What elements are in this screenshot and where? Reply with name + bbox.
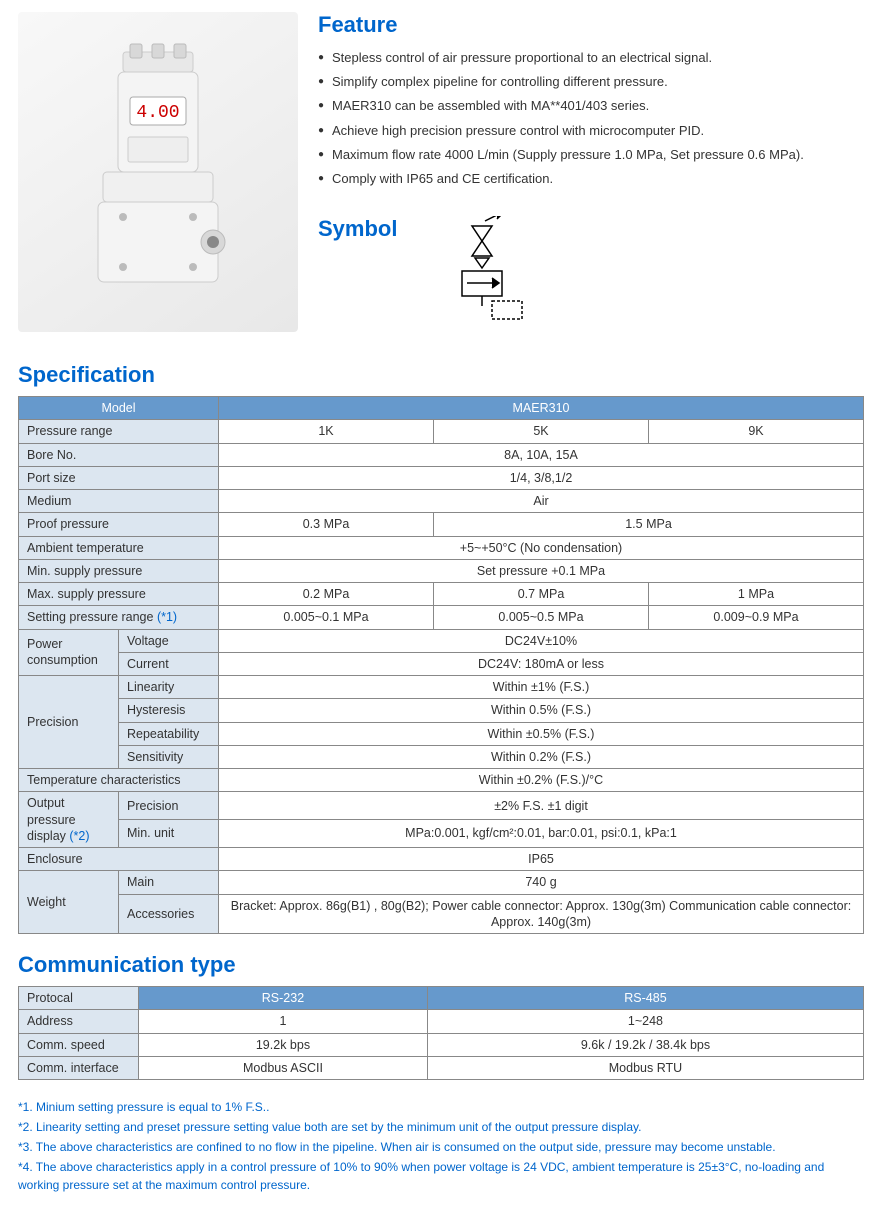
row-label: Max. supply pressure (19, 583, 219, 606)
footnote-ref: (*1) (157, 610, 177, 624)
row-label: Medium (19, 490, 219, 513)
row-label: Temperature characteristics (19, 769, 219, 792)
row-val: 1 MPa (649, 583, 864, 606)
row-val: Within ±1% (F.S.) (219, 676, 864, 699)
row-val: 1/4, 3/8,1/2 (219, 466, 864, 489)
comm-header: RS-485 (427, 987, 863, 1010)
feature-list: Stepless control of air pressure proport… (318, 46, 864, 191)
footnotes: *1. Minium setting pressure is equal to … (18, 1098, 864, 1194)
row-sublabel: Precision (119, 792, 219, 820)
row-label: Address (19, 1010, 139, 1033)
feature-item: Achieve high precision pressure control … (318, 119, 864, 143)
symbol-row: Symbol (318, 216, 864, 326)
row-val: Bracket: Approx. 86g(B1) , 80g(B2); Powe… (219, 894, 864, 934)
row-label: Min. supply pressure (19, 559, 219, 582)
row-val: Within ±0.5% (F.S.) (219, 722, 864, 745)
row-label: Port size (19, 466, 219, 489)
row-label: Enclosure (19, 848, 219, 871)
feature-item: Simplify complex pipeline for controllin… (318, 70, 864, 94)
row-label: Ambient temperature (19, 536, 219, 559)
spec-heading: Specification (18, 362, 864, 388)
row-val: 1K (219, 420, 434, 443)
row-sublabel: Voltage (119, 629, 219, 652)
row-sublabel: Main (119, 871, 219, 894)
row-val: Within 0.5% (F.S.) (219, 699, 864, 722)
row-val: 19.2k bps (139, 1033, 428, 1056)
feature-block: Feature Stepless control of air pressure… (318, 12, 864, 332)
row-val: 0.005~0.5 MPa (434, 606, 649, 629)
spec-model-value: MAER310 (219, 397, 864, 420)
row-label: Weight (19, 871, 119, 934)
footnote: *2. Linearity setting and preset pressur… (18, 1118, 864, 1136)
row-label: Precision (19, 676, 119, 769)
footnote: *3. The above characteristics are confin… (18, 1138, 864, 1156)
footnote-ref: (*2) (69, 829, 89, 843)
row-label: Output pressure display (*2) (19, 792, 119, 848)
product-photo: 4.00 (18, 12, 298, 332)
comm-header: RS-232 (139, 987, 428, 1010)
row-val: 1~248 (427, 1010, 863, 1033)
row-val: 0.009~0.9 MPa (649, 606, 864, 629)
row-label: Comm. interface (19, 1056, 139, 1079)
row-val: 740 g (219, 871, 864, 894)
row-val: 9K (649, 420, 864, 443)
feature-item: Maximum flow rate 4000 L/min (Supply pre… (318, 143, 864, 167)
row-label: Bore No. (19, 443, 219, 466)
row-val: 5K (434, 420, 649, 443)
row-val: Air (219, 490, 864, 513)
row-val: Set pressure +0.1 MPa (219, 559, 864, 582)
svg-text:4.00: 4.00 (136, 103, 179, 123)
row-val: 1.5 MPa (434, 513, 864, 536)
feature-heading: Feature (318, 12, 864, 38)
pneumatic-symbol-icon (437, 216, 537, 326)
comm-heading: Communication type (18, 952, 864, 978)
row-label: Pressure range (19, 420, 219, 443)
symbol-heading: Symbol (318, 216, 397, 242)
row-val: Within 0.2% (F.S.) (219, 745, 864, 768)
row-sublabel: Linearity (119, 676, 219, 699)
row-sublabel: Min. unit (119, 820, 219, 848)
row-val: 0.7 MPa (434, 583, 649, 606)
footnote: *1. Minium setting pressure is equal to … (18, 1098, 864, 1116)
row-sublabel: Hysteresis (119, 699, 219, 722)
row-label: Proof pressure (19, 513, 219, 536)
row-val: DC24V: 180mA or less (219, 652, 864, 675)
feature-item: MAER310 can be assembled with MA**401/40… (318, 94, 864, 118)
row-val: MPa:0.001, kgf/cm²:0.01, bar:0.01, psi:0… (219, 820, 864, 848)
row-label: Power consumption (19, 629, 119, 676)
row-val: 1 (139, 1010, 428, 1033)
row-val: 8A, 10A, 15A (219, 443, 864, 466)
row-val: IP65 (219, 848, 864, 871)
product-device-icon: 4.00 (68, 42, 248, 302)
row-val: 0.005~0.1 MPa (219, 606, 434, 629)
row-val: Modbus RTU (427, 1056, 863, 1079)
feature-item: Comply with IP65 and CE certification. (318, 167, 864, 191)
footnote: *4. The above characteristics apply in a… (18, 1158, 864, 1194)
row-val: 0.3 MPa (219, 513, 434, 536)
row-val: ±2% F.S. ±1 digit (219, 792, 864, 820)
comm-header-label: Protocal (19, 987, 139, 1010)
top-section: 4.00 Feature Stepless control of air pre… (18, 12, 864, 332)
row-val: DC24V±10% (219, 629, 864, 652)
row-val: 0.2 MPa (219, 583, 434, 606)
row-sublabel: Sensitivity (119, 745, 219, 768)
row-val: Modbus ASCII (139, 1056, 428, 1079)
row-val: +5~+50°C (No condensation) (219, 536, 864, 559)
communication-table: Protocal RS-232 RS-485 Address 1 1~248 C… (18, 986, 864, 1080)
row-label: Setting pressure range (*1) (19, 606, 219, 629)
row-sublabel: Current (119, 652, 219, 675)
feature-item: Stepless control of air pressure proport… (318, 46, 864, 70)
row-val: Within ±0.2% (F.S.)/°C (219, 769, 864, 792)
row-sublabel: Repeatability (119, 722, 219, 745)
row-label: Comm. speed (19, 1033, 139, 1056)
spec-model-label: Model (19, 397, 219, 420)
row-val: 9.6k / 19.2k / 38.4k bps (427, 1033, 863, 1056)
row-sublabel: Accessories (119, 894, 219, 934)
specification-table: Model MAER310 Pressure range 1K 5K 9K Bo… (18, 396, 864, 934)
